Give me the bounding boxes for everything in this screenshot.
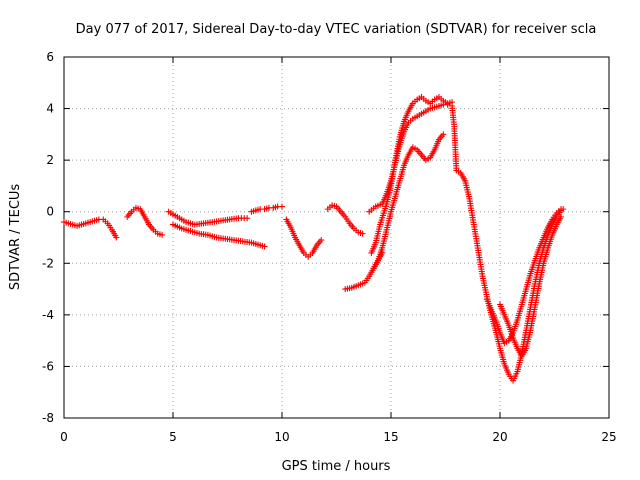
series-5	[283, 216, 325, 260]
y-tick-label: 0	[46, 205, 54, 219]
data-point-marker	[359, 230, 366, 237]
series-3	[170, 221, 268, 250]
series-13	[497, 213, 565, 360]
y-tick-label: -6	[42, 359, 54, 373]
y-axis-label: SDTVAR / TECUs	[8, 184, 23, 291]
data-point-marker	[279, 203, 285, 210]
x-tick-label: 5	[169, 430, 177, 444]
y-tick-label: 2	[46, 153, 54, 167]
data-point-marker	[558, 206, 565, 213]
data-point-marker	[113, 234, 120, 241]
axis-ticks: 0 5 10 15 20 25 -8 -6 -4 -2 0 2 4 6	[42, 50, 617, 444]
data-point-marker	[558, 213, 565, 220]
series-10	[370, 131, 447, 272]
plot-frame	[63, 56, 610, 419]
chart-title: Day 077 of 2017, Sidereal Day-to-day VTE…	[76, 22, 597, 37]
series-2	[165, 208, 251, 228]
x-tick-label: 10	[274, 430, 289, 444]
data-points	[61, 93, 567, 384]
series-1	[124, 204, 166, 238]
data-point-marker	[444, 101, 451, 108]
grid	[64, 57, 609, 418]
y-tick-label: -8	[42, 411, 54, 425]
series-6	[324, 202, 366, 237]
x-tick-label: 15	[383, 430, 398, 444]
data-point-marker	[244, 215, 251, 222]
y-tick-label: -4	[42, 308, 54, 322]
data-point-marker	[440, 131, 447, 138]
series-12	[483, 206, 565, 347]
x-tick-label: 25	[601, 430, 616, 444]
data-point-marker	[318, 237, 325, 244]
series-9	[366, 101, 451, 215]
series-0	[61, 216, 120, 241]
series-8	[368, 93, 456, 256]
y-tick-label: -2	[42, 256, 54, 270]
data-point-marker	[261, 243, 268, 250]
data-point-marker	[159, 231, 166, 238]
series-4	[248, 203, 285, 215]
x-axis-label: GPS time / hours	[282, 459, 391, 474]
x-tick-label: 0	[60, 430, 68, 444]
y-tick-label: 4	[46, 102, 54, 116]
x-tick-label: 20	[492, 430, 507, 444]
y-tick-label: 6	[46, 50, 54, 64]
